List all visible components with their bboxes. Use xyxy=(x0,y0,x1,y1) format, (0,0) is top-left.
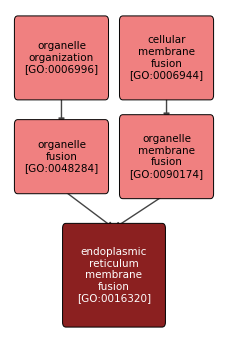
FancyBboxPatch shape xyxy=(119,115,213,199)
Text: organelle
fusion
[GO:0048284]: organelle fusion [GO:0048284] xyxy=(24,140,98,173)
FancyBboxPatch shape xyxy=(14,120,108,194)
Text: endoplasmic
reticulum
membrane
fusion
[GO:0016320]: endoplasmic reticulum membrane fusion [G… xyxy=(76,247,151,304)
FancyBboxPatch shape xyxy=(62,223,165,327)
Text: cellular
membrane
fusion
[GO:0006944]: cellular membrane fusion [GO:0006944] xyxy=(129,35,203,80)
FancyBboxPatch shape xyxy=(14,16,108,100)
Text: organelle
organization
[GO:0006996]: organelle organization [GO:0006996] xyxy=(24,41,98,74)
Text: organelle
membrane
fusion
[GO:0090174]: organelle membrane fusion [GO:0090174] xyxy=(129,134,203,179)
FancyBboxPatch shape xyxy=(119,16,213,100)
